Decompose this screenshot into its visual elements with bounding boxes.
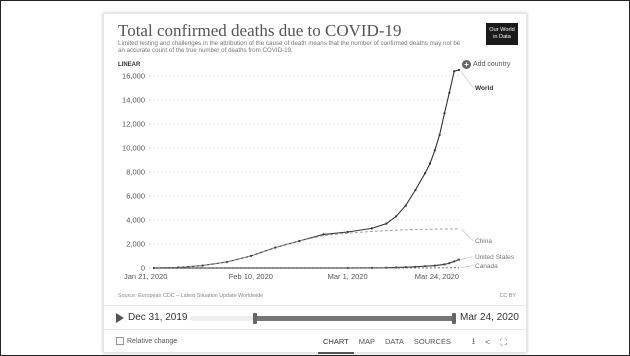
timeline-end-date: Mar 24, 2020 [460, 312, 519, 323]
data-point [394, 215, 398, 218]
data-point [443, 263, 446, 266]
series-label: United States [475, 254, 515, 261]
add-country-label: Add country [473, 61, 511, 68]
view-tabs: CHART MAP DATA SOURCES [318, 330, 456, 354]
data-point [448, 91, 451, 94]
data-point [448, 262, 451, 265]
data-point [453, 260, 456, 263]
data-point [322, 233, 325, 236]
data-point [424, 265, 427, 268]
y-tick-label: 0 [141, 264, 145, 273]
source-link[interactable]: Source: European CDC – Latest Situation … [118, 293, 264, 299]
y-tick-label: 14,000 [122, 96, 145, 105]
data-point [443, 112, 446, 115]
toolbar: ⭳ < ⛶ [472, 330, 507, 354]
series-line-united-states [154, 259, 460, 269]
license-link[interactable]: CC BY [499, 293, 516, 299]
relative-change-toggle[interactable]: Relative change [116, 337, 177, 345]
y-tick-label: 12,000 [122, 120, 145, 129]
bottom-bar: Relative change CHART MAP DATA SOURCES ⭳… [104, 329, 528, 354]
data-point [453, 70, 456, 73]
chart-title: Total confirmed deaths due to COVID-19 [118, 21, 402, 40]
label-leader-line [460, 228, 474, 241]
play-icon[interactable] [116, 313, 124, 323]
x-tick-label: Mar 1, 2020 [328, 272, 368, 281]
timeline: Dec 31, 2019 Mar 24, 2020 [104, 305, 528, 329]
data-point [433, 149, 436, 152]
relative-change-checkbox[interactable] [116, 337, 124, 345]
y-tick-label: 10,000 [122, 144, 145, 153]
data-point [346, 230, 349, 234]
tab-data[interactable]: DATA [384, 337, 404, 346]
y-tick-label: 4,000 [126, 216, 145, 225]
tab-chart[interactable]: CHART [318, 330, 354, 354]
data-point [438, 133, 441, 136]
logo-line-1: Our World [489, 27, 515, 33]
tab-map[interactable]: MAP [358, 337, 375, 346]
series-label: China [475, 238, 492, 245]
plus-icon: + [462, 60, 471, 69]
series-label: World [475, 85, 493, 92]
fullscreen-icon[interactable]: ⛶ [500, 336, 507, 347]
data-point [385, 222, 388, 225]
share-icon[interactable]: < [485, 337, 491, 347]
x-tick-label: Jan 21, 2020 [124, 272, 167, 281]
x-tick-label: Feb 10, 2020 [229, 272, 273, 281]
data-point [424, 172, 427, 175]
timeline-start-handle[interactable] [253, 313, 257, 324]
timeline-track[interactable] [190, 313, 456, 324]
data-point [457, 68, 461, 72]
line-chart: 0 2,000 4,000 6,000 8,000 10,000 12,000 14,000 1… [122, 68, 515, 281]
add-country-button[interactable]: + Add country [462, 60, 510, 69]
y-tick-label: 6,000 [126, 192, 145, 201]
data-point [433, 264, 436, 267]
data-point [370, 227, 373, 230]
y-tick-label: 8,000 [126, 168, 145, 177]
series-label: Canada [475, 263, 498, 270]
timeline-selected-range [255, 316, 455, 321]
data-point [457, 258, 461, 261]
label-leader-line [460, 71, 474, 88]
data-point [414, 188, 417, 192]
timeline-start-date: Dec 31, 2019 [128, 312, 188, 323]
relative-change-label: Relative change [127, 337, 178, 345]
our-world-in-data-logo[interactable]: Our World in Data [486, 23, 518, 45]
x-tick-label: Mar 24, 2020 [415, 272, 459, 281]
logo-line-2: in Data [493, 33, 511, 40]
chart-subtitle: Limited testing and challenges in the at… [118, 40, 461, 54]
data-point [428, 162, 432, 165]
series-line-china [153, 228, 460, 269]
timeline-end-handle[interactable] [452, 313, 456, 324]
tab-sources[interactable]: SOURCES [413, 337, 451, 346]
data-point [201, 264, 204, 267]
label-leader-line [460, 256, 474, 260]
download-icon[interactable]: ⭳ [472, 336, 476, 346]
y-tick-label: 16,000 [122, 72, 145, 81]
data-point [404, 204, 407, 207]
scale-toggle[interactable]: LINEAR [118, 62, 141, 68]
chart-card: Total confirmed deaths due to COVID-19 L… [103, 13, 528, 354]
y-tick-label: 2,000 [126, 240, 145, 249]
label-leader-line [460, 265, 474, 269]
data-point [414, 265, 417, 268]
